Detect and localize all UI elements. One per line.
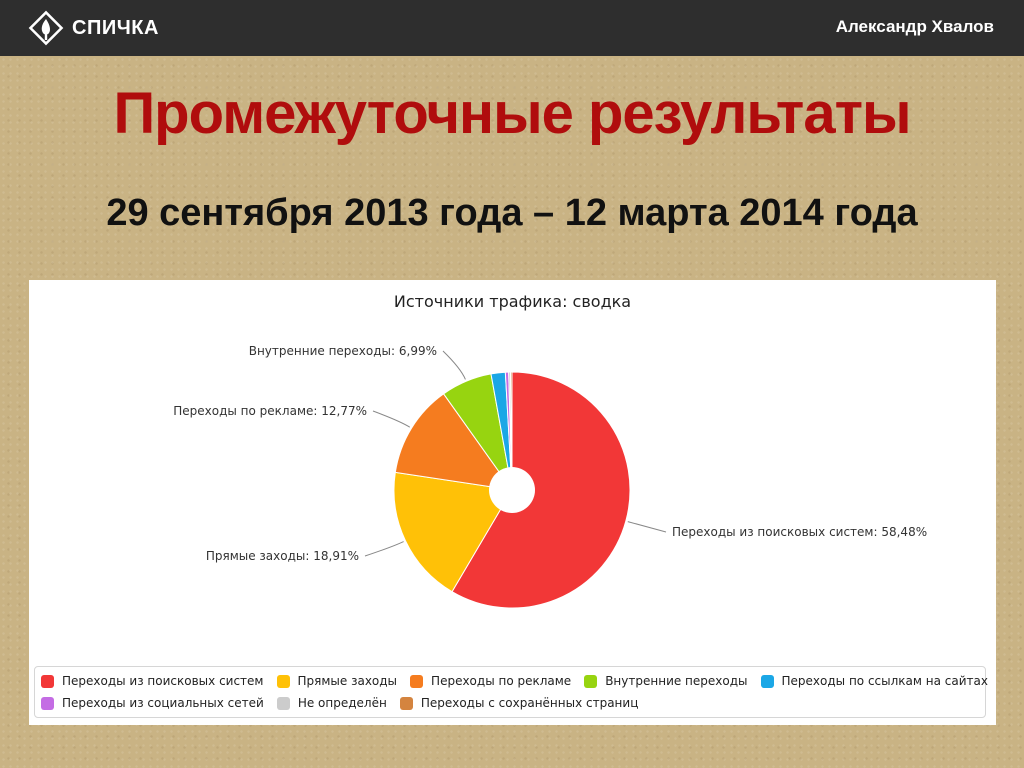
legend-item[interactable]: Не определён xyxy=(276,696,387,710)
donut-hole xyxy=(489,467,535,513)
author-name: Александр Хвалов xyxy=(835,17,994,36)
slice-data-label: Переходы из поисковых систем: 58,48% xyxy=(672,525,927,539)
legend-item[interactable]: Переходы с сохранённых страниц xyxy=(399,696,639,710)
legend-label: Переходы по рекламе xyxy=(431,674,572,688)
legend-label: Переходы с сохранённых страниц xyxy=(420,696,639,710)
legend-label: Переходы из социальных сетей xyxy=(62,696,264,710)
match-flame-icon xyxy=(28,10,64,46)
slice-label-connector xyxy=(442,350,466,380)
legend-label: Внутренние переходы xyxy=(605,674,748,688)
slice-data-label: Прямые заходы: 18,91% xyxy=(206,549,359,563)
legend-label: Переходы по ссылкам на сайтах xyxy=(781,674,988,688)
legend-swatch xyxy=(399,696,413,710)
logo-text: СПИЧКА xyxy=(72,16,159,39)
legend-swatch xyxy=(276,674,290,688)
legend-swatch xyxy=(276,696,290,710)
legend-label: Прямые заходы xyxy=(297,674,398,688)
legend-swatch xyxy=(410,674,424,688)
pie-slice xyxy=(394,393,514,491)
pie-chart: Переходы из поисковых систем: 58,48% Прям… xyxy=(173,344,927,609)
slice-label-connector xyxy=(364,541,404,557)
legend-swatch xyxy=(41,674,54,688)
legend-swatch xyxy=(41,696,54,710)
legend-item[interactable]: Переходы по рекламе xyxy=(410,674,571,688)
legend-row: Переходы из социальных сетей Не определён… xyxy=(41,692,979,714)
chart-panel: Переходы из поисковых систем: 58,48% Прям… xyxy=(29,280,996,725)
slide-title: Промежуточные результаты xyxy=(113,81,911,146)
pie-slice xyxy=(393,471,513,593)
legend-swatch xyxy=(760,674,774,688)
legend-row: Переходы из поисковых систем Прямые заход… xyxy=(41,670,988,692)
slice-data-label: Внутренние переходы: 6,99% xyxy=(249,344,437,358)
legend-swatch xyxy=(584,674,598,688)
legend-item[interactable]: Прямые заходы xyxy=(276,674,398,688)
pie-slice xyxy=(451,371,631,609)
slide-subtitle: 29 сентября 2013 года – 12 марта 2014 го… xyxy=(106,192,918,234)
legend-item[interactable]: Переходы из социальных сетей xyxy=(41,696,264,710)
legend-label: Переходы из поисковых систем xyxy=(62,674,264,688)
logo: СПИЧКА xyxy=(28,10,159,46)
slice-label-connector xyxy=(627,521,667,533)
slice-label-connector xyxy=(372,410,411,428)
top-bar: СПИЧКА Александр Хвалов xyxy=(0,0,1024,56)
chart-legend: Переходы из поисковых систем Прямые заход… xyxy=(34,666,988,718)
chart-title: Источники трафика: сводка xyxy=(393,292,632,311)
legend-item[interactable]: Переходы по ссылкам на сайтах xyxy=(760,674,988,688)
legend-label: Не определён xyxy=(297,696,387,710)
legend-item[interactable]: Переходы из поисковых систем xyxy=(41,674,264,688)
legend-item[interactable]: Внутренние переходы xyxy=(584,674,748,688)
pie-slice xyxy=(510,371,513,491)
slice-data-label: Переходы по рекламе: 12,77% xyxy=(173,404,367,418)
